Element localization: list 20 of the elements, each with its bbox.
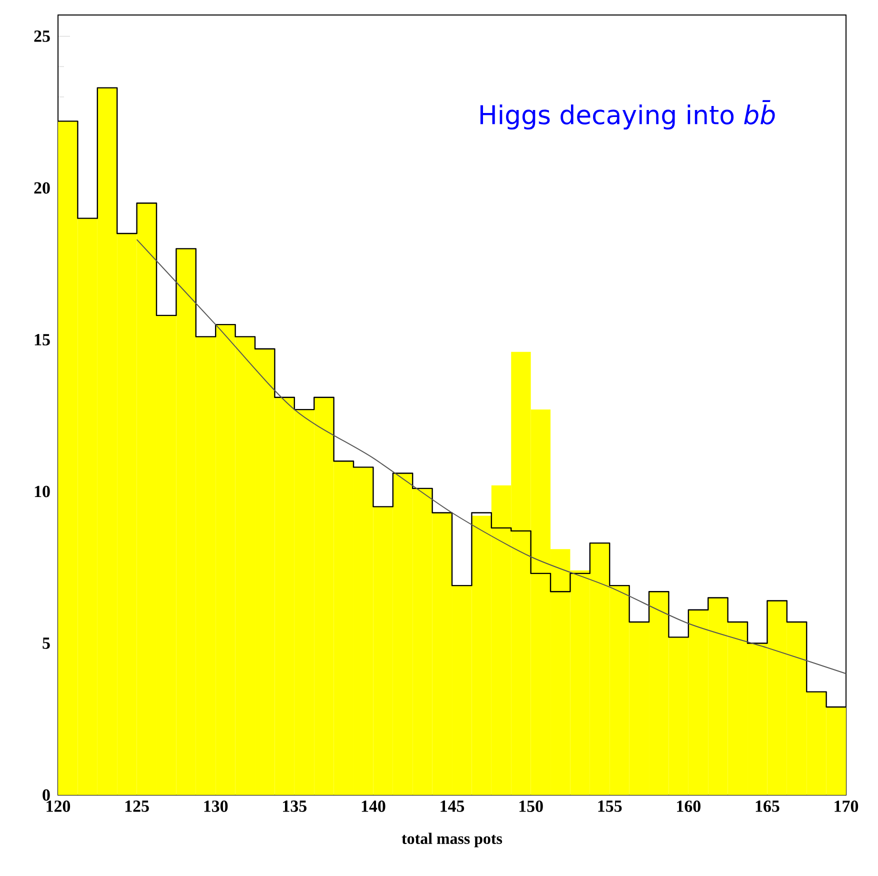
y-tick-label: 25 (34, 30, 50, 42)
x-tick-label: 150 (519, 800, 543, 812)
line-series (136, 239, 847, 674)
x-tick-label: 130 (204, 800, 228, 812)
x-tick-label: 140 (362, 800, 386, 812)
x-tick-label: 160 (677, 800, 700, 812)
x-tick-label: 120 (46, 800, 70, 812)
y-tick-label: 0 (42, 789, 50, 801)
x-tick-label: 165 (756, 800, 780, 812)
y-tick-label: 5 (42, 638, 50, 649)
x-tick-label: 135 (283, 800, 306, 812)
y-tick-label: 15 (34, 334, 50, 346)
x-axis-title: total mass pots (402, 832, 502, 848)
x-tick-label: 125 (125, 800, 149, 812)
x-tick-label: 145 (440, 800, 464, 812)
x-tick-label: 170 (834, 800, 858, 812)
text: Higgs decaying into bb̄ (480, 100, 775, 130)
x-tick-label: 155 (598, 800, 622, 812)
y-tick-label: 10 (34, 486, 50, 498)
y-tick-label: 20 (34, 182, 50, 194)
